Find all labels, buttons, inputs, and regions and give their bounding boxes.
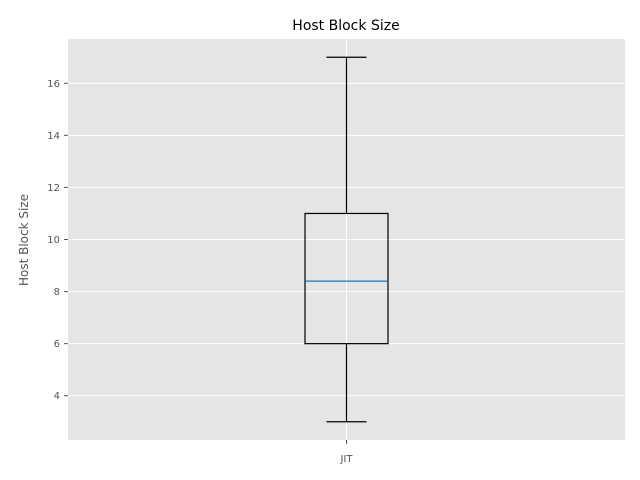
x-axis: JIT bbox=[339, 440, 353, 465]
y-tick-label: 14 bbox=[47, 131, 60, 142]
box-plot-series bbox=[304, 56, 389, 423]
y-tick-label: 10 bbox=[47, 235, 60, 246]
y-tick-label: 12 bbox=[47, 183, 60, 194]
x-tick-label: JIT bbox=[339, 454, 353, 465]
chart-title: Host Block Size bbox=[292, 18, 399, 34]
y-tick-label: 8 bbox=[54, 287, 60, 298]
y-tick-label: 6 bbox=[54, 339, 60, 350]
y-axis-label: Host Block Size bbox=[17, 194, 31, 286]
y-axis: 4 6 8 10 12 14 16 bbox=[47, 79, 68, 402]
y-tick-label: 16 bbox=[47, 79, 60, 90]
iqr-box bbox=[304, 212, 389, 345]
y-tick-label: 4 bbox=[54, 391, 60, 402]
